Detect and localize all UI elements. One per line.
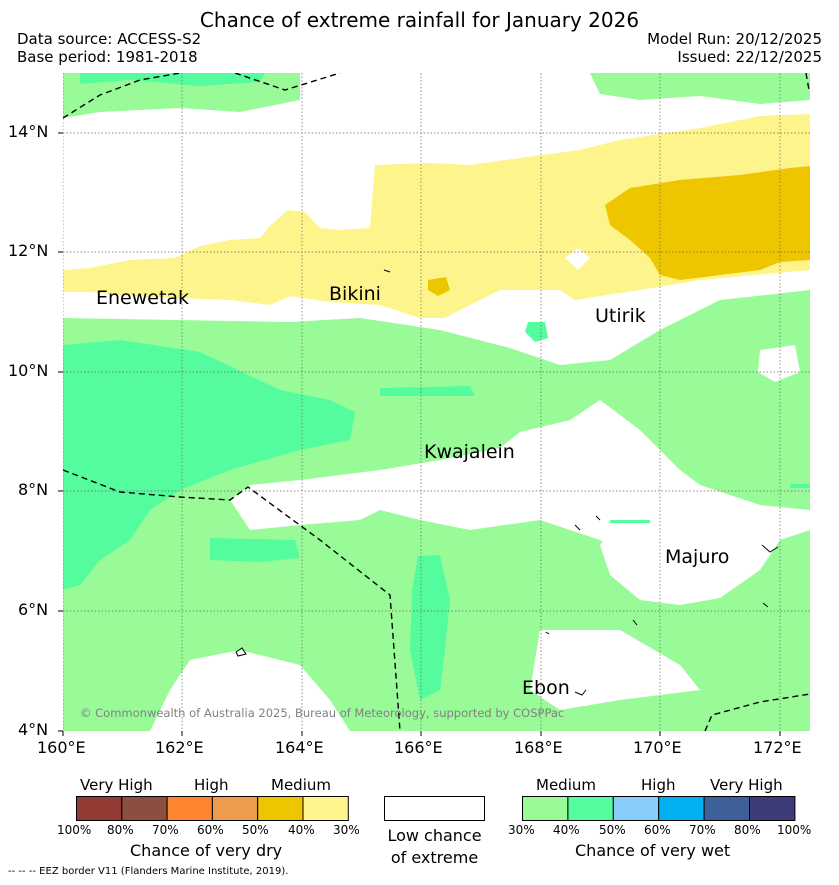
place-label-ebon: Ebon [522, 677, 570, 699]
legend-swatch [658, 796, 705, 821]
legend-dry-pct: 80% [107, 823, 134, 837]
legend-dry-level: Medium [271, 776, 331, 794]
lon-tick-label: 164°E [275, 738, 324, 757]
lon-tick-label: 170°E [633, 738, 682, 757]
lat-tick-label: 6°N [18, 600, 49, 619]
lon-tick-label: 166°E [394, 738, 443, 757]
legend-wet-pct: 40% [553, 823, 580, 837]
eez-footnote: -- -- -- EEZ border V11 (Flanders Marine… [8, 866, 289, 877]
legend-wet-level: High [641, 776, 676, 794]
eez-border [63, 73, 810, 731]
legend-swatch [567, 796, 614, 821]
place-label-majuro: Majuro [665, 546, 730, 568]
legend-swatch [257, 796, 304, 821]
wet-medium-region [63, 73, 300, 118]
legend-swatch [121, 796, 168, 821]
wet-high-region [80, 73, 265, 86]
lat-tick-label: 4°N [18, 720, 49, 739]
legend-wet-pct: 60% [644, 823, 671, 837]
issued-label: Issued: 22/12/2025 [677, 48, 822, 66]
dry-high-region [428, 277, 450, 296]
legend-wet-level: Very High [710, 776, 783, 794]
legend-wet-pct: 30% [508, 823, 535, 837]
legend-swatch [612, 796, 660, 821]
map-title: Chance of extreme rainfall for January 2… [199, 8, 640, 32]
legend-swatch [211, 796, 259, 821]
place-label-utirik: Utirik [595, 305, 646, 327]
wet-medium-region [590, 73, 810, 104]
place-label-kwajalein: Kwajalein [424, 441, 515, 463]
legend-dry-pct: 50% [242, 823, 269, 837]
legend-dry-colorbar [76, 796, 349, 821]
legend-swatch [76, 796, 123, 821]
low-chance-region [758, 345, 800, 382]
lon-tick-label: 172°E [753, 738, 802, 757]
wet-high-region [610, 520, 650, 523]
legend-dry-caption: Chance of very dry [130, 841, 283, 860]
graticule [63, 73, 810, 731]
lon-tick-label: 168°E [514, 738, 563, 757]
wet-high-region [380, 386, 475, 396]
low-chance-region [530, 630, 700, 710]
lon-tick-label: 162°E [155, 738, 204, 757]
legend-wet-pct: 70% [689, 823, 716, 837]
legend-dry-level: Very High [80, 776, 153, 794]
legend-dry-pct: 70% [152, 823, 179, 837]
island-outlines [235, 269, 779, 696]
dry-medium-region [63, 114, 810, 318]
place-label-bikini: Bikini [329, 283, 381, 305]
legend-swatch [703, 796, 751, 821]
wet-high-region [210, 538, 300, 562]
wet-high-region [63, 340, 355, 590]
axis-ticks [58, 132, 781, 736]
wet-high-region [790, 484, 810, 488]
wet-high-region [410, 555, 450, 700]
legend-dry-pct: 30% [333, 823, 360, 837]
legend-swatch [302, 796, 349, 821]
legend-dry-pct: 40% [288, 823, 315, 837]
wet-high-region [525, 322, 548, 342]
legend-swatch [749, 796, 796, 821]
legend-wet-pct: 100% [777, 823, 812, 837]
legend-dry-pct: 60% [197, 823, 224, 837]
legend-wet-pct: 50% [599, 823, 626, 837]
low-chance-region [600, 515, 780, 605]
low-chance-region [565, 248, 590, 270]
legend-low-chance-swatch [384, 796, 485, 821]
lat-tick-label: 12°N [8, 241, 49, 260]
legend-swatch [166, 796, 213, 821]
legend-low-chance-line1: Low chance [387, 826, 482, 845]
model-run-label: Model Run: 20/12/2025 [647, 30, 822, 48]
dry-high-region [605, 166, 810, 280]
base-period-label: Base period: 1981-2018 [17, 48, 198, 66]
legend-low-chance-line2: of extreme [390, 848, 479, 867]
legend-wet-caption: Chance of very wet [575, 841, 731, 860]
legend-wet-pct: 80% [734, 823, 761, 837]
legend-swatch [522, 796, 569, 821]
lat-tick-label: 10°N [8, 361, 49, 380]
place-label-enewetak: Enewetak [96, 287, 190, 309]
legend-dry-pct: 100% [57, 823, 92, 837]
legend-wet-colorbar [522, 796, 796, 821]
lat-tick-label: 8°N [18, 480, 49, 499]
legend-dry-level: High [194, 776, 229, 794]
copyright-notice: © Commonwealth of Australia 2025, Bureau… [80, 706, 565, 720]
data-source-label: Data source: ACCESS-S2 [17, 30, 202, 48]
lon-tick-label: 160°E [37, 738, 86, 757]
lat-tick-label: 14°N [8, 122, 49, 141]
legend-wet-level: Medium [536, 776, 596, 794]
